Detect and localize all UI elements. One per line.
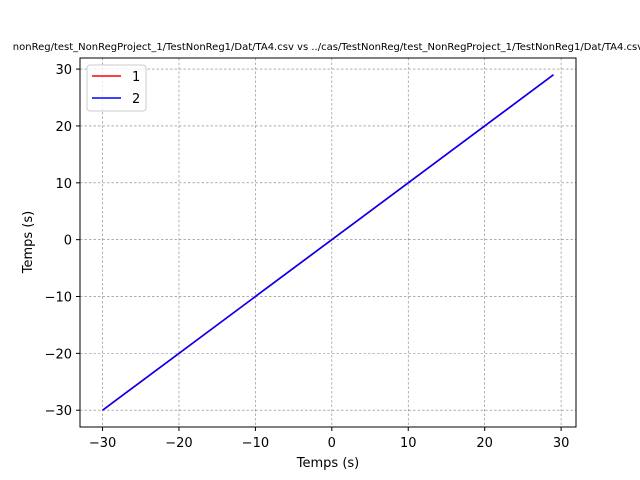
- y-tick-label: −10: [45, 291, 72, 306]
- legend-label-2: 2: [132, 92, 140, 107]
- x-tick-label: −20: [165, 436, 192, 451]
- x-axis-label: Temps (s): [296, 456, 359, 471]
- y-tick-label: 0: [64, 234, 72, 249]
- y-tick-label: 10: [55, 177, 72, 192]
- chart-title: nonReg/test_NonRegProject_1/TestNonReg1/…: [13, 42, 640, 53]
- y-tick-label: 20: [55, 120, 72, 135]
- ticks: −30 −20 −10 0 10 20 30 −30 −20 −10 0 10 20 30: [45, 63, 570, 451]
- legend-label-1: 1: [132, 70, 140, 85]
- x-tick-label: 0: [328, 436, 336, 451]
- grid: [80, 58, 576, 427]
- x-tick-label: 30: [553, 436, 570, 451]
- series-line-2: [102, 74, 554, 411]
- x-tick-label: −30: [89, 436, 116, 451]
- y-tick-label: −20: [45, 347, 72, 362]
- y-tick-label: −30: [45, 404, 72, 419]
- y-tick-label: 30: [55, 63, 72, 78]
- series-lines: [102, 74, 554, 411]
- x-tick-label: 20: [476, 436, 493, 451]
- x-tick-label: 10: [400, 436, 417, 451]
- plot-frame: [79, 57, 577, 428]
- legend: 12: [86, 64, 147, 112]
- y-axis-label: Temps (s): [21, 211, 36, 274]
- x-tick-label: −10: [242, 436, 269, 451]
